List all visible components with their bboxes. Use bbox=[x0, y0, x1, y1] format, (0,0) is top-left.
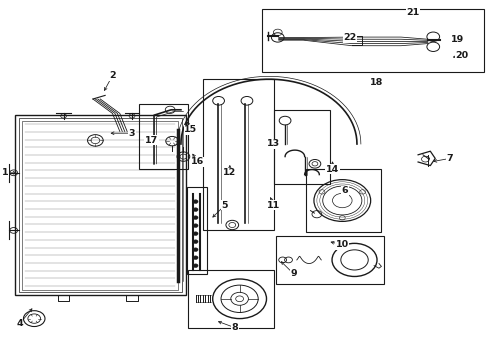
Circle shape bbox=[193, 200, 198, 203]
Bar bbox=[22, 121, 178, 290]
Bar bbox=[188, 270, 273, 328]
Bar bbox=[15, 115, 185, 295]
Bar bbox=[261, 9, 483, 72]
Circle shape bbox=[193, 224, 198, 228]
Text: 11: 11 bbox=[266, 201, 280, 210]
Text: 12: 12 bbox=[223, 168, 236, 177]
Text: 21: 21 bbox=[406, 8, 419, 17]
Text: 6: 6 bbox=[341, 186, 347, 195]
Circle shape bbox=[193, 232, 198, 235]
Bar bbox=[273, 110, 329, 184]
Bar bbox=[305, 169, 381, 232]
Bar bbox=[203, 79, 273, 230]
Bar bbox=[139, 104, 188, 169]
Text: 2: 2 bbox=[109, 71, 116, 80]
Text: 16: 16 bbox=[191, 157, 204, 166]
Text: 15: 15 bbox=[184, 125, 197, 134]
Text: 1: 1 bbox=[1, 168, 8, 177]
Text: 4: 4 bbox=[16, 320, 23, 328]
Text: 17: 17 bbox=[144, 136, 158, 145]
Bar bbox=[276, 236, 383, 284]
Bar bbox=[19, 118, 182, 292]
Circle shape bbox=[193, 248, 198, 251]
Text: 13: 13 bbox=[267, 139, 280, 148]
Text: 19: 19 bbox=[449, 35, 463, 44]
Circle shape bbox=[193, 240, 198, 243]
Text: 7: 7 bbox=[446, 154, 452, 163]
Text: 22: 22 bbox=[342, 33, 356, 42]
Text: 3: 3 bbox=[128, 129, 135, 138]
Text: 9: 9 bbox=[289, 269, 296, 278]
Text: 18: 18 bbox=[369, 78, 383, 87]
Circle shape bbox=[193, 208, 198, 211]
Text: 5: 5 bbox=[221, 201, 228, 210]
Text: 20: 20 bbox=[455, 51, 468, 60]
Circle shape bbox=[193, 264, 198, 267]
Circle shape bbox=[193, 256, 198, 260]
Text: 10: 10 bbox=[335, 240, 348, 249]
Circle shape bbox=[193, 216, 198, 220]
Text: 8: 8 bbox=[231, 323, 238, 332]
Bar bbox=[187, 187, 206, 274]
Text: 14: 14 bbox=[325, 165, 339, 174]
